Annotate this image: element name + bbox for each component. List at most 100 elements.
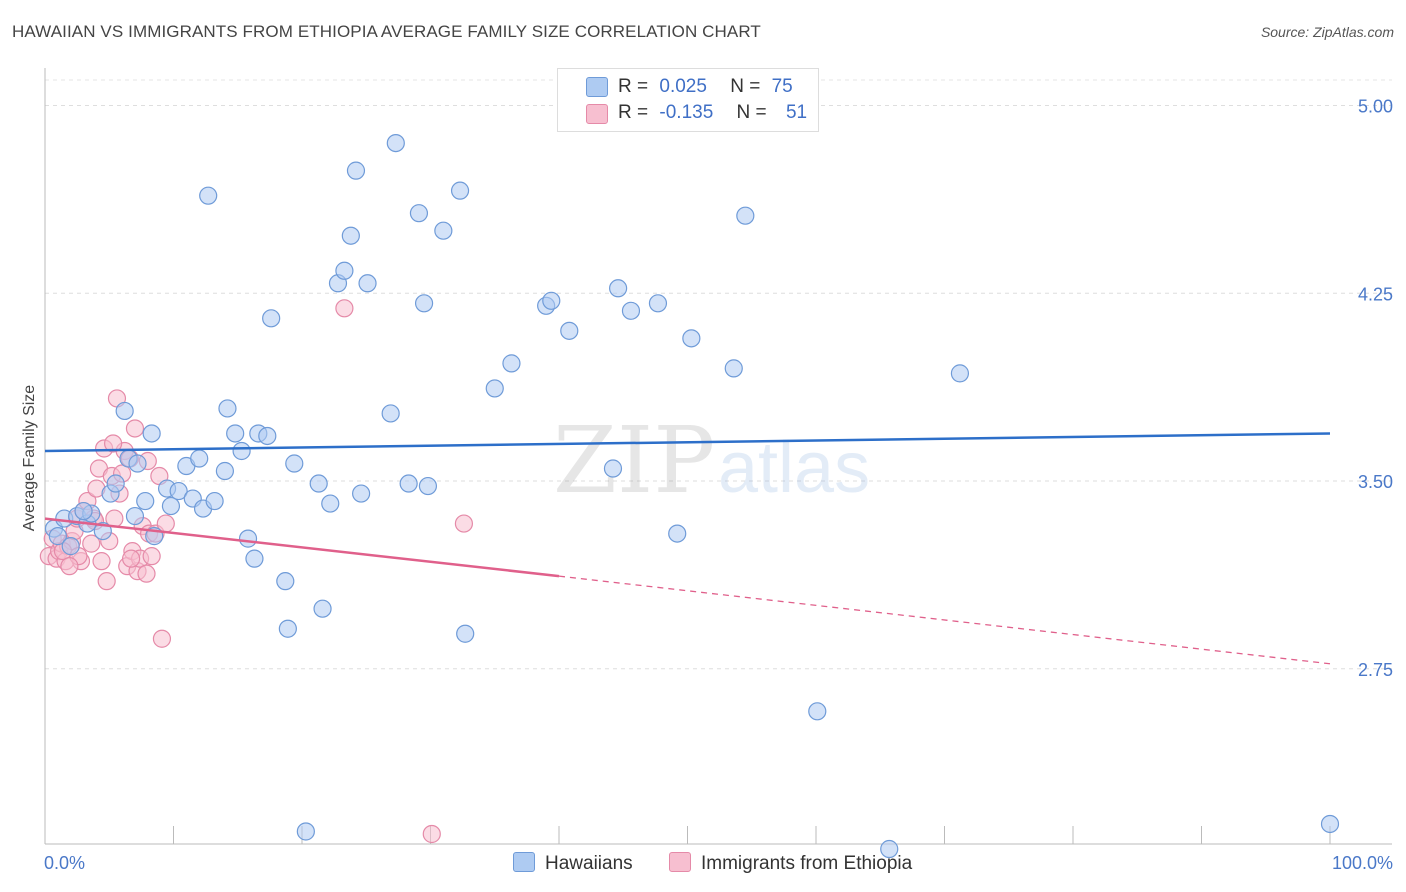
ethiopia-point-43	[454, 514, 474, 533]
hawaiians-point-73	[61, 537, 80, 556]
hawaiians-point-17	[169, 481, 188, 501]
hawaiians-point-29	[245, 549, 264, 568]
hawaiians-point-68	[808, 702, 827, 721]
hawaiians-point-56	[502, 354, 521, 373]
ethiopia-point-50	[60, 557, 79, 576]
bottom-legend-ethiopia: Immigrants from Ethiopia	[669, 852, 912, 875]
hawaiians-point-28	[238, 529, 258, 548]
hawaiians-point-47	[386, 133, 405, 153]
x-tick-label-max: 100.0%	[1332, 853, 1393, 873]
hawaiians-point-16	[161, 496, 181, 516]
y-axis-label: Average Family Size	[21, 385, 38, 532]
ethiopia-point-19	[97, 572, 116, 591]
hawaiians-point-54	[456, 624, 475, 643]
hawaiians-point-31	[258, 426, 277, 446]
hawaiians-point-12	[136, 491, 155, 511]
y-tick-label-3: 5.00	[1358, 97, 1393, 117]
ethiopia-point-47	[104, 434, 123, 453]
ethiopia-trend-line	[44, 517, 560, 578]
tick-labels: 2.75 3.50 4.25 5.00 0.0% 100.0%	[44, 97, 1393, 873]
hawaiians-point-51	[418, 476, 438, 496]
hawaiians-point-55	[485, 379, 504, 398]
y-tick-label-2: 4.25	[1358, 284, 1393, 304]
hawaiians-point-52	[434, 221, 453, 240]
ethiopia-point-36	[142, 547, 161, 566]
hawaiians-point-49	[409, 204, 429, 223]
y-tick-label-0: 2.75	[1358, 660, 1393, 680]
hawaiians-point-41	[335, 261, 354, 280]
ethiopia-point-39	[152, 629, 172, 648]
ethiopia-point-42	[422, 824, 441, 844]
hawaiians-point-46	[381, 404, 400, 423]
hawaiians-point-8	[115, 401, 134, 421]
hawaiians-point-44	[352, 484, 371, 503]
n-label: N =	[730, 76, 761, 97]
svg-text:ZIP: ZIP	[553, 407, 715, 514]
hawaiians-trend-line	[44, 432, 1331, 453]
ethiopia-point-13	[82, 534, 101, 553]
series-ethiopia-points	[39, 299, 474, 844]
legend-swatch-ethiopia	[586, 104, 608, 124]
source-note: Source: ZipAtlas.com	[1260, 24, 1394, 40]
r-label: R =	[618, 76, 649, 97]
hawaiians-point-20	[190, 449, 209, 468]
series-hawaiians-points	[44, 133, 1340, 859]
hawaiians-point-59	[560, 321, 579, 340]
hawaiians-point-62	[621, 301, 641, 320]
ethiopia-point-17	[92, 552, 111, 571]
chart-title: HAWAIIAN VS IMMIGRANTS FROM ETHIOPIA AVE…	[12, 22, 761, 41]
hawaiians-point-50	[414, 294, 434, 313]
hawaiians-point-5	[93, 521, 112, 541]
hawaiians-point-63	[648, 294, 668, 313]
ethiopia-point-48	[121, 549, 141, 568]
hawaiians-point-24	[215, 461, 234, 481]
legend-stats: R = 0.025 N = 75 R = -0.135 N = 51	[557, 68, 819, 132]
hawaiians-point-72	[48, 527, 67, 546]
hawaiians-point-33	[276, 572, 295, 591]
hawaiians-point-34	[278, 619, 297, 638]
hawaiians-point-26	[226, 424, 245, 443]
y-tick-label-1: 3.50	[1358, 472, 1393, 492]
hawaiians-point-23	[205, 491, 224, 511]
hawaiians-point-37	[309, 474, 328, 493]
legend-label-ethiopia: Immigrants from Ethiopia	[701, 853, 913, 874]
r-label: R =	[618, 102, 649, 123]
hawaiians-point-60	[603, 459, 623, 478]
hawaiians-point-42	[341, 226, 360, 245]
hawaiians-point-70	[950, 364, 970, 383]
ethiopia-point-30	[125, 419, 145, 438]
hawaiians-point-27	[232, 441, 251, 461]
hawaiians-point-61	[609, 279, 628, 298]
hawaiians-point-64	[668, 524, 687, 543]
hawaiians-point-58	[542, 291, 561, 310]
hawaiians-point-35	[285, 454, 304, 473]
hawaiians-point-32	[262, 309, 281, 328]
hawaiians-point-66	[724, 359, 743, 378]
bottom-legend-hawaiians: Hawaiians	[513, 852, 633, 875]
legend-row-hawaiians: R = 0.025 N = 75	[618, 76, 793, 98]
swatch-hawaiians	[513, 852, 535, 872]
hawaiians-point-67	[736, 206, 755, 225]
x-tick-label-min: 0.0%	[44, 853, 85, 873]
axes	[44, 68, 1392, 845]
legend-label-hawaiians: Hawaiians	[545, 853, 633, 874]
n-label: N =	[736, 102, 767, 123]
hawaiians-point-38	[313, 599, 332, 618]
legend-row-ethiopia: R = -0.135 N = 51	[618, 102, 807, 124]
hawaiians-point-45	[358, 274, 377, 293]
hawaiians-point-36	[296, 822, 315, 841]
ethiopia-point-34	[137, 564, 156, 583]
hawaiians-point-10	[125, 506, 145, 526]
hawaiians-point-53	[450, 181, 470, 200]
hawaiians-point-25	[218, 399, 237, 418]
ethiopia-trend-extension	[558, 575, 1331, 665]
n-value: 75	[771, 76, 793, 97]
r-value: -0.135	[659, 102, 714, 123]
hawaiians-point-43	[346, 161, 366, 180]
hawaiians-point-71	[1320, 814, 1340, 834]
hawaiians-point-74	[74, 501, 93, 521]
r-value: 0.025	[659, 76, 707, 97]
grid-lines	[45, 79, 1392, 670]
hawaiians-point-69	[880, 839, 899, 859]
